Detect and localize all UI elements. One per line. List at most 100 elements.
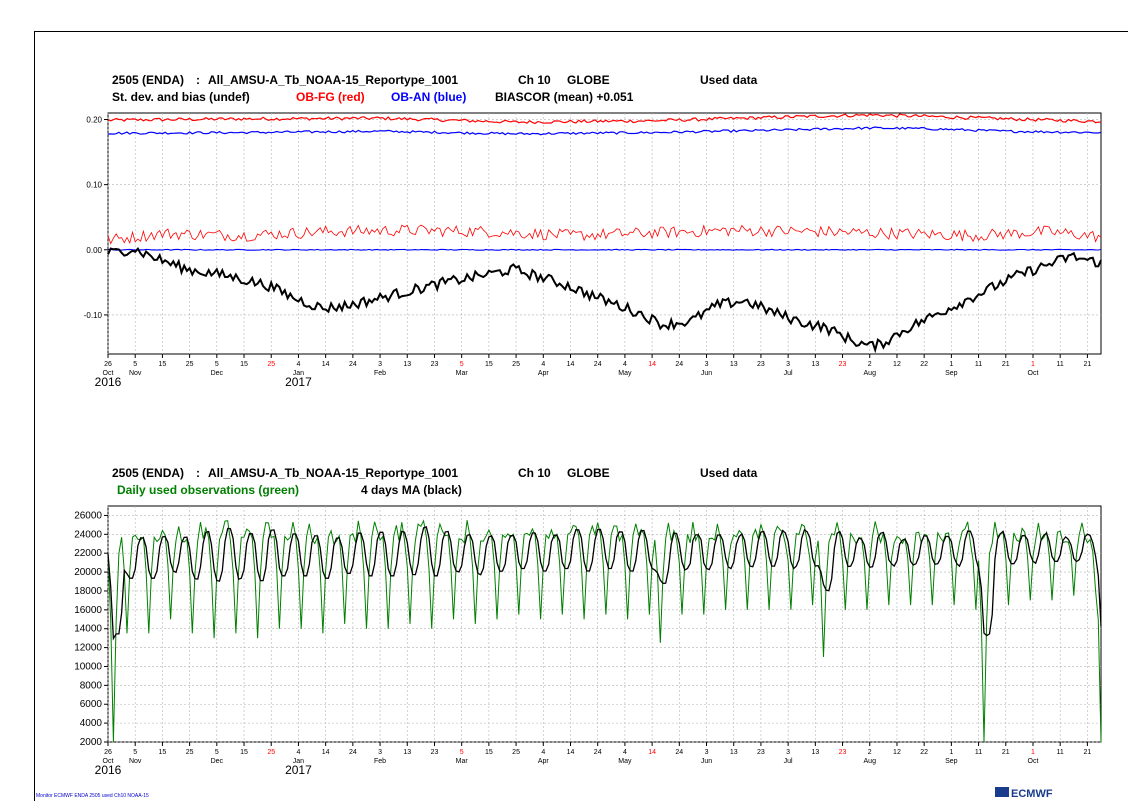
top-xtick-label: 13 (403, 361, 411, 368)
top-xtick-label: 4 (541, 361, 545, 368)
bottom-xtick-label: 25 (186, 749, 194, 756)
bottom-ytick-label: 10000 (74, 661, 102, 672)
top-title-run-id: 2505 (ENDA) (112, 73, 184, 87)
bottom-month-label: Oct (1028, 758, 1039, 765)
top-series-line (107, 126, 1102, 136)
top-title-channel: Ch 10 (518, 73, 551, 87)
top-xtick-label: 5 (215, 361, 219, 368)
bottom-xtick-label: 15 (485, 749, 493, 756)
bottom-xtick-label: 14 (648, 749, 656, 756)
bottom-month-label: Nov (129, 758, 142, 765)
bottom-title-region: GLOBE (567, 466, 610, 480)
bottom-xtick-label: 2 (868, 749, 872, 756)
ecmwf-logo-text: ECMWF (1011, 788, 1053, 800)
bottom-month-label: Dec (211, 758, 224, 765)
bottom-year-label: 2016 (95, 763, 122, 777)
top-xtick-label: 15 (159, 361, 167, 368)
bottom-axes: 2600024000220002000018000160001400012000… (74, 510, 1091, 777)
bottom-ytick-label: 16000 (74, 605, 102, 616)
top-month-label: Jan (293, 370, 304, 377)
bottom-xtick-label: 1 (949, 749, 953, 756)
top-xtick-label: 15 (240, 361, 248, 368)
top-xtick-label: 13 (811, 361, 819, 368)
top-xtick-label: 26 (104, 361, 112, 368)
bottom-month-label: Jun (701, 758, 712, 765)
bottom-xtick-label: 13 (811, 749, 819, 756)
bottom-xtick-label: 1 (1031, 749, 1035, 756)
bottom-xtick-label: 23 (839, 749, 847, 756)
top-panel-title: 2505 (ENDA) : All_AMSU-A_Tb_NOAA-15_Repo… (112, 73, 758, 104)
bottom-xtick-label: 14 (567, 749, 575, 756)
bottom-xtick-label: 23 (757, 749, 765, 756)
top-xtick-label: 1 (1031, 361, 1035, 368)
top-subtitle-red: OB-FG (red) (296, 90, 365, 104)
top-title-separator: : (196, 73, 200, 87)
bottom-ytick-label: 6000 (80, 699, 103, 710)
bottom-month-label: Jan (293, 758, 304, 765)
bottom-xtick-label: 14 (322, 749, 330, 756)
top-xtick-label: 24 (594, 361, 602, 368)
top-xtick-label: 14 (322, 361, 330, 368)
bottom-ytick-label: 12000 (74, 643, 102, 654)
bottom-subtitle-green: Daily used observations (green) (117, 483, 299, 497)
top-ytick-label: 0.20 (86, 116, 102, 125)
top-xtick-label: 21 (1002, 361, 1010, 368)
top-xtick-label: 3 (378, 361, 382, 368)
top-xtick-label: 11 (1057, 361, 1064, 368)
top-xtick-label: 4 (623, 361, 627, 368)
bottom-xtick-label: 24 (675, 749, 683, 756)
bottom-month-label: May (618, 758, 632, 765)
top-xtick-label: 24 (675, 361, 683, 368)
top-title-region: GLOBE (567, 73, 610, 87)
top-month-label: Aug (864, 370, 877, 377)
top-title-status: Used data (700, 73, 758, 87)
bottom-xtick-label: 4 (623, 749, 627, 756)
top-xtick-label: 4 (296, 361, 300, 368)
bottom-xtick-label: 24 (594, 749, 602, 756)
top-subtitle-prefix: St. dev. and bias (undef) (112, 90, 250, 104)
top-xtick-label: 3 (786, 361, 790, 368)
top-month-label: Sep (945, 370, 958, 377)
ecmwf-logo: ECMWF (995, 787, 1053, 800)
top-xtick-label: 11 (975, 361, 982, 368)
top-title-dataset: All_AMSU-A_Tb_NOAA-15_Reportype_1001 (208, 73, 458, 87)
bottom-daily-observations-line (107, 519, 1102, 743)
top-year-label: 2017 (285, 375, 312, 389)
bottom-ytick-label: 2000 (80, 737, 103, 748)
bottom-month-label: Feb (374, 758, 386, 765)
top-xtick-label: 13 (730, 361, 738, 368)
bottom-xtick-label: 21 (1083, 749, 1091, 756)
top-series-line (107, 246, 1102, 354)
top-year-label: 2016 (95, 375, 122, 389)
top-ytick-label: 0.00 (86, 246, 102, 255)
top-series-line (107, 224, 1102, 245)
bottom-month-label: Oct (103, 758, 114, 765)
top-ytick-label: -0.10 (84, 311, 103, 320)
bottom-xtick-label: 3 (786, 749, 790, 756)
top-xtick-label: 14 (567, 361, 575, 368)
top-xtick-label: 3 (705, 361, 709, 368)
bottom-xtick-label: 21 (1002, 749, 1010, 756)
bottom-month-label: Sep (945, 758, 958, 765)
bottom-xtick-label: 4 (541, 749, 545, 756)
bottom-xtick-label: 15 (159, 749, 167, 756)
bottom-grid (107, 506, 1101, 743)
bottom-xtick-label: 15 (240, 749, 248, 756)
bottom-xtick-label: 4 (296, 749, 300, 756)
bottom-title-dataset: All_AMSU-A_Tb_NOAA-15_Reportype_1001 (208, 466, 458, 480)
bottom-xtick-label: 11 (975, 749, 982, 756)
bottom-ytick-label: 20000 (74, 567, 102, 578)
top-xtick-label: 5 (133, 361, 137, 368)
bottom-ytick-label: 4000 (80, 718, 103, 729)
top-subtitle-blue: OB-AN (blue) (391, 90, 466, 104)
top-xtick-label: 14 (648, 361, 656, 368)
top-month-label: Oct (1028, 370, 1039, 377)
bottom-xtick-label: 5 (133, 749, 137, 756)
bottom-xtick-label: 13 (730, 749, 738, 756)
bottom-title-run-id: 2505 (ENDA) (112, 466, 184, 480)
top-xtick-label: 25 (512, 361, 520, 368)
top-month-label: Oct (103, 370, 114, 377)
top-series-line (107, 113, 1102, 125)
